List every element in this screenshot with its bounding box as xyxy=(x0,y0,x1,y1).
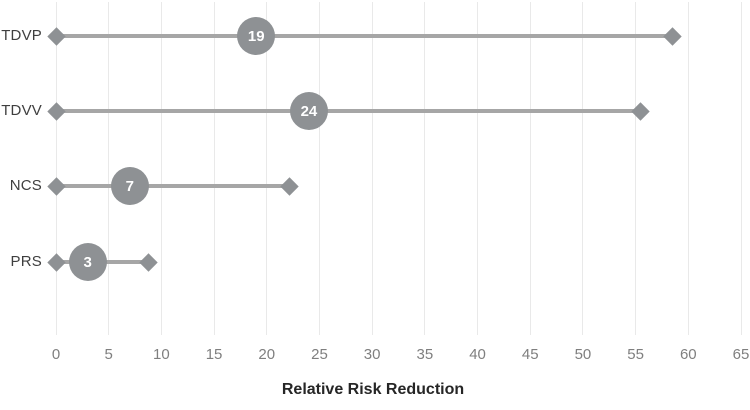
gridline xyxy=(424,2,426,335)
x-axis-title: Relative Risk Reduction xyxy=(281,381,465,398)
gridline xyxy=(160,2,162,335)
x-axis-tick-label: 15 xyxy=(205,346,223,363)
category-label: TDVV xyxy=(1,102,42,119)
gridline xyxy=(371,2,373,335)
x-axis-tick-label: 30 xyxy=(363,346,381,363)
gridline xyxy=(477,2,479,335)
value-bubble: 24 xyxy=(289,92,328,130)
x-axis-tick-label: 10 xyxy=(153,346,170,363)
gridline xyxy=(687,2,689,335)
value-bubble: 3 xyxy=(68,243,107,281)
x-axis-tick-label: 0 xyxy=(51,346,61,363)
range-start-diamond-icon xyxy=(46,26,66,46)
gridline xyxy=(108,2,110,335)
x-axis-tick-label: 25 xyxy=(311,346,328,363)
gridline xyxy=(582,2,584,335)
value-bubble: 19 xyxy=(237,17,276,55)
gridline xyxy=(213,2,215,335)
category-label: NCS xyxy=(9,177,42,194)
range-line xyxy=(56,184,290,188)
category-label: PRS xyxy=(10,253,42,270)
x-axis-tick-label: 20 xyxy=(258,346,276,363)
x-axis-tick-label: 45 xyxy=(521,346,539,363)
x-axis-tick-label: 65 xyxy=(732,346,750,363)
x-axis-tick-label: 40 xyxy=(469,346,486,363)
gridline xyxy=(55,2,57,335)
x-axis-tick-label: 35 xyxy=(416,346,434,363)
gridline xyxy=(318,2,320,335)
gridline xyxy=(740,2,742,335)
range-end-diamond-icon xyxy=(663,26,682,46)
gridline xyxy=(266,2,268,335)
x-axis-tick-label: 5 xyxy=(104,346,113,363)
range-start-diamond-icon xyxy=(46,101,66,121)
range-start-diamond-icon xyxy=(46,252,66,272)
range-start-diamond-icon xyxy=(46,176,66,196)
range-end-diamond-icon xyxy=(280,176,300,196)
range-line xyxy=(56,109,641,113)
range-line xyxy=(56,34,673,38)
x-axis-tick-label: 60 xyxy=(679,346,697,363)
gridline xyxy=(529,2,531,335)
gridline xyxy=(635,2,637,335)
x-axis-tick-label: 55 xyxy=(627,346,644,363)
x-axis-tick-label: 50 xyxy=(574,346,592,363)
range-end-diamond-icon xyxy=(139,252,158,272)
value-bubble: 7 xyxy=(110,167,149,205)
category-label: TDVP xyxy=(1,27,42,44)
